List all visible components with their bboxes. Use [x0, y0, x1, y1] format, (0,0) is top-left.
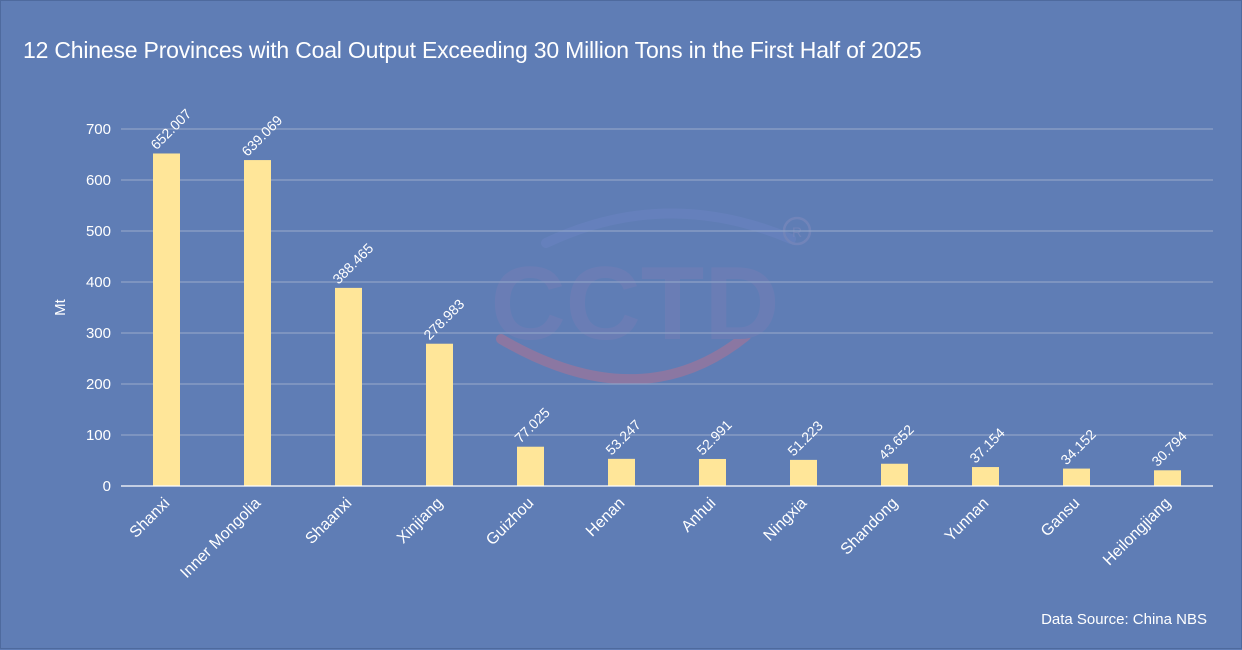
bar-guizhou	[517, 446, 544, 486]
bar-xinjiang	[426, 343, 453, 486]
data-label: 43.652	[875, 421, 917, 463]
x-tick-label: Heilongjiang	[1100, 495, 1174, 569]
bars	[153, 153, 1181, 486]
x-tick-label: Ningxia	[761, 495, 811, 545]
y-tick-label: 0	[103, 478, 111, 495]
x-tick-label: Henan	[583, 495, 628, 540]
gridlines	[121, 128, 1213, 436]
watermark-text: CCTD	[491, 246, 780, 362]
x-tick-label: Anhui	[678, 495, 719, 536]
x-tick-label: Inner Mongolia	[177, 495, 264, 582]
bar-henan	[608, 458, 635, 486]
cctd-watermark-logo: CCTD R	[491, 208, 812, 385]
data-label: 53.247	[602, 416, 644, 458]
x-tick-label: Guizhou	[483, 495, 537, 549]
data-source-note: Data Source: China NBS	[1041, 611, 1207, 628]
registered-mark: R	[792, 224, 802, 240]
bar-anhui	[699, 458, 726, 486]
y-tick-label: 300	[86, 325, 111, 342]
bar-shaanxi	[335, 287, 362, 486]
x-tick-label: Shanxi	[127, 495, 174, 542]
data-label: 52.991	[693, 416, 735, 458]
y-tick-label: 500	[86, 223, 111, 240]
bar-shandong	[881, 463, 908, 486]
data-label: 639.069	[238, 112, 285, 159]
y-tick-label: 400	[86, 274, 111, 291]
bar-shanxi	[153, 153, 180, 486]
y-tick-label: 200	[86, 376, 111, 393]
bar-inner-mongolia	[244, 160, 271, 486]
y-axis-label: Mt	[52, 298, 69, 315]
y-tick-label: 100	[86, 427, 111, 444]
axes: 0 100 200 300 400 500 600 700 Mt	[52, 121, 1213, 495]
x-tick-label: Gansu	[1038, 495, 1083, 540]
data-label: 30.794	[1148, 428, 1190, 470]
data-label: 37.154	[966, 424, 1008, 466]
data-label: 34.152	[1057, 426, 1099, 468]
data-label: 278.983	[420, 296, 467, 343]
chart-title: 12 Chinese Provinces with Coal Output Ex…	[23, 37, 922, 63]
bar-heilongjiang	[1154, 470, 1181, 486]
data-label: 388.465	[329, 240, 376, 287]
x-tick-label: Shandong	[838, 495, 902, 559]
y-tick-label: 700	[86, 121, 111, 138]
y-tick-label: 600	[86, 172, 111, 189]
bar-gansu	[1063, 468, 1090, 486]
x-tick-label: Yunnan	[942, 495, 992, 545]
bar-ningxia	[790, 459, 817, 486]
bar-yunnan	[972, 467, 999, 486]
data-label: 77.025	[511, 404, 553, 446]
x-tick-label: Shaanxi	[302, 495, 355, 548]
x-tick-label: Xinjiang	[394, 495, 446, 547]
data-label: 51.223	[784, 417, 826, 459]
